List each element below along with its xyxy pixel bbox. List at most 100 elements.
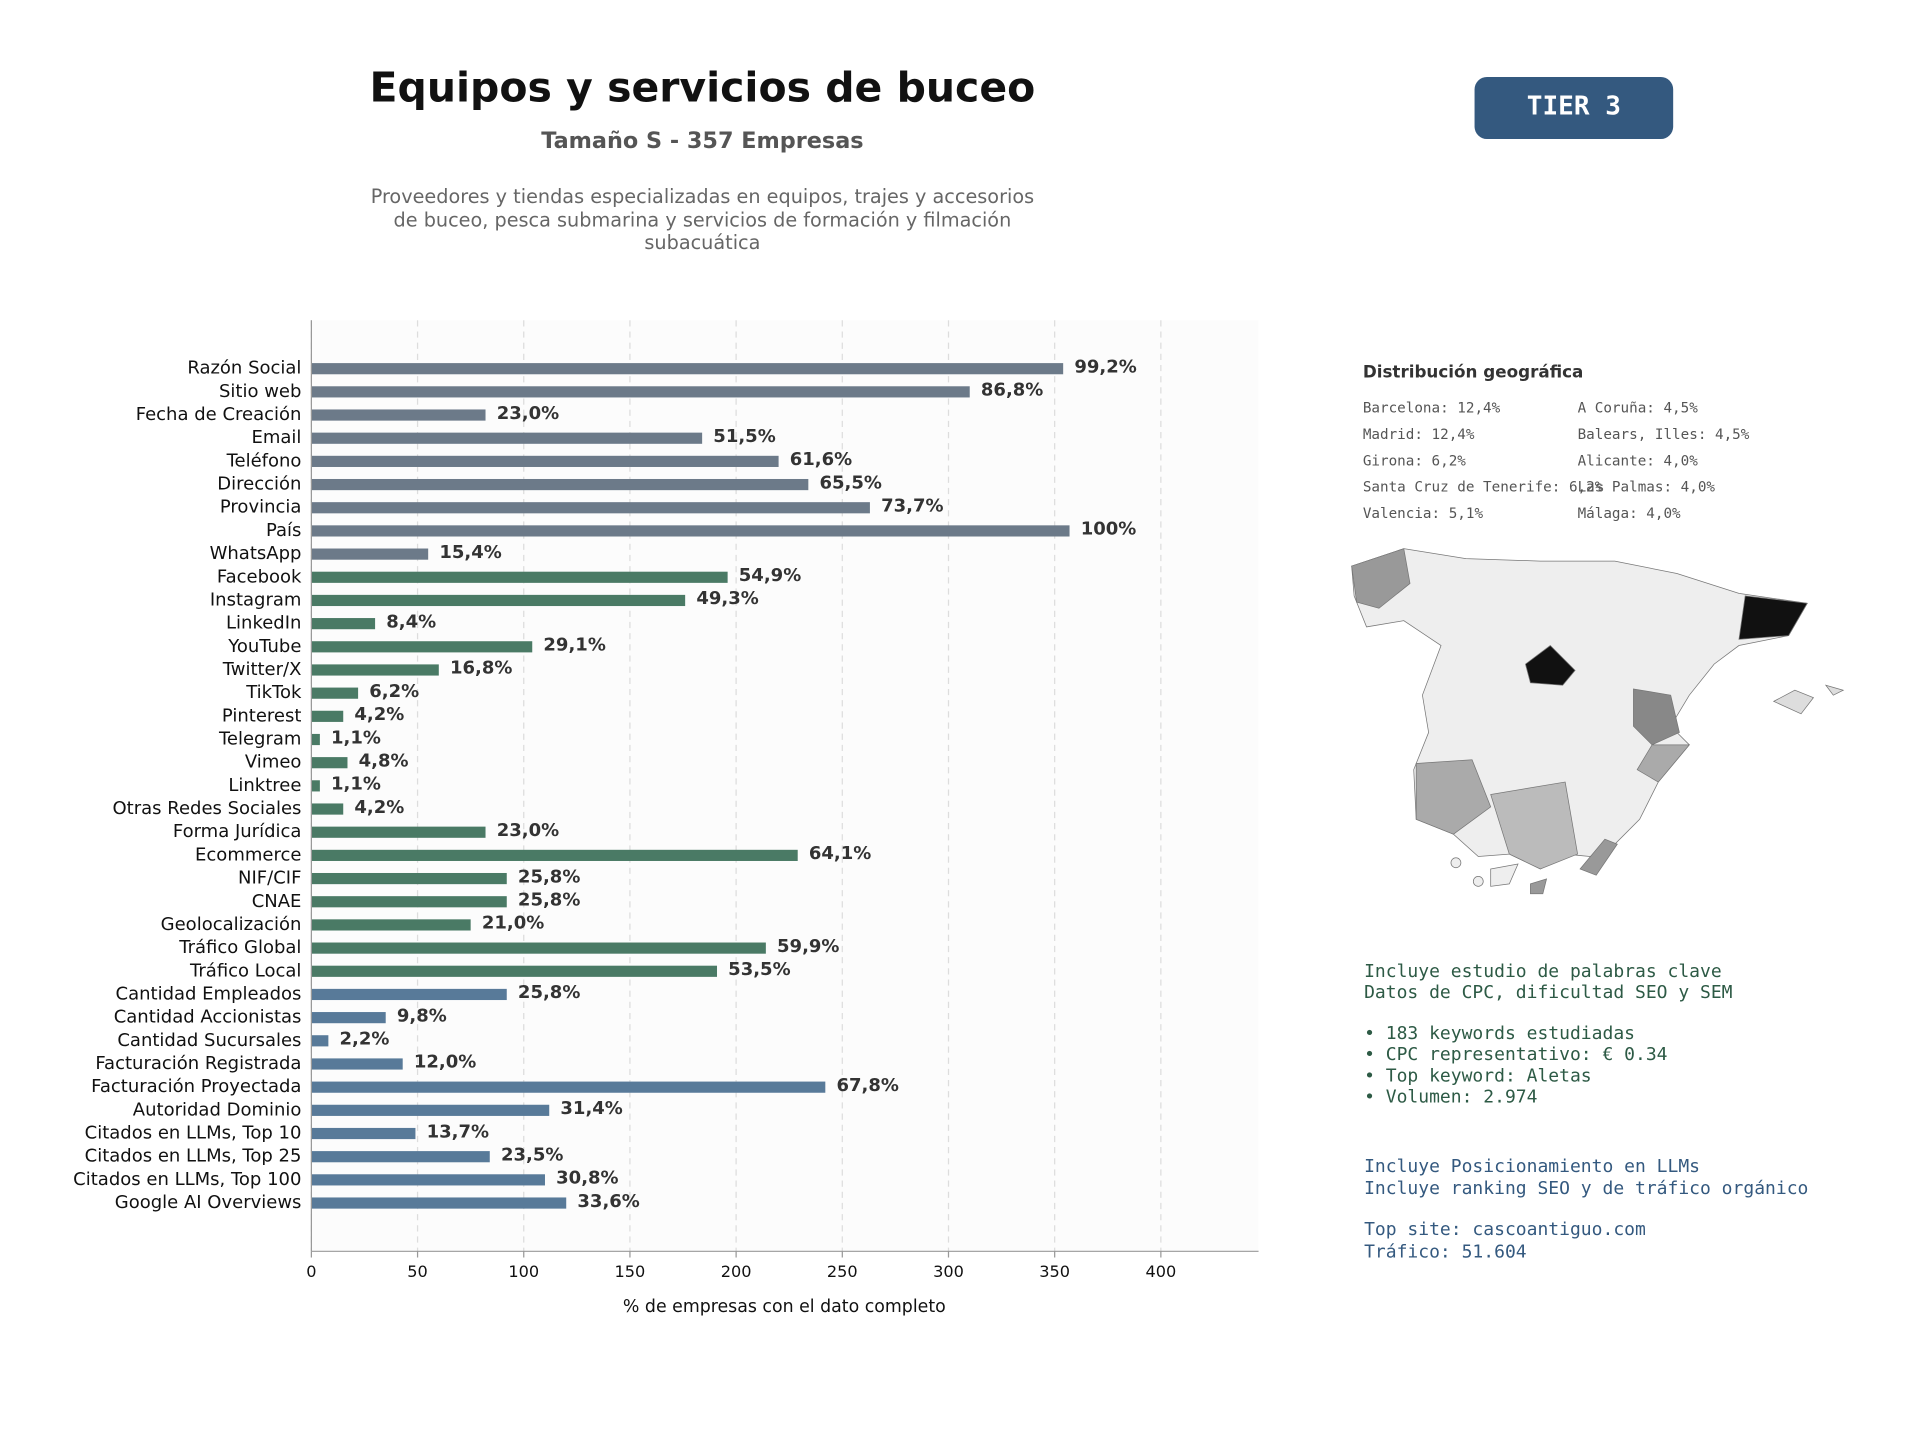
geo-item: Alicante: 4,0% xyxy=(1578,453,1699,469)
y-tick-label: País xyxy=(266,520,301,541)
bar xyxy=(311,363,1064,375)
map xyxy=(1351,548,1845,895)
bar xyxy=(311,942,766,954)
value-label: 29,1% xyxy=(543,635,605,656)
y-tick-label: Google AI Overviews xyxy=(115,1192,302,1213)
x-tick-label: 0 xyxy=(306,1262,316,1281)
y-tick-label: Citados en LLMs, Top 10 xyxy=(85,1123,302,1144)
value-label: 2,2% xyxy=(340,1029,390,1050)
bar xyxy=(311,780,320,792)
keywords-bullet: • Volumen: 2.974 xyxy=(1364,1086,1537,1107)
bar xyxy=(311,849,798,861)
llm-line: Incluye ranking SEO y de tráfico orgánic… xyxy=(1364,1178,1808,1199)
x-tick-label: 300 xyxy=(933,1262,964,1281)
y-tick-label: Sitio web xyxy=(219,381,301,402)
llm-line: Incluye Posicionamiento en LLMs xyxy=(1364,1156,1700,1177)
bar xyxy=(311,409,486,421)
value-label: 25,8% xyxy=(518,890,580,911)
value-label: 100% xyxy=(1081,519,1137,540)
value-label: 51,5% xyxy=(713,426,775,447)
bar xyxy=(311,757,348,769)
map-region xyxy=(1490,781,1579,870)
value-label: 21,0% xyxy=(482,913,544,934)
value-label: 23,0% xyxy=(497,403,559,424)
y-tick-label: YouTube xyxy=(227,636,301,657)
map-islands xyxy=(1824,684,1845,696)
x-tick-label: 200 xyxy=(721,1262,752,1281)
y-tick-label: Cantidad Accionistas xyxy=(114,1007,302,1028)
map-islands xyxy=(1579,838,1618,876)
map-region xyxy=(1351,548,1411,609)
value-label: 73,7% xyxy=(881,496,943,517)
bar xyxy=(311,1012,386,1024)
plot-area xyxy=(311,320,1259,1252)
value-label: 9,8% xyxy=(397,1005,447,1026)
bar xyxy=(311,455,779,467)
bar xyxy=(311,733,320,746)
value-label: 33,6% xyxy=(577,1191,639,1212)
map-region xyxy=(1738,595,1808,640)
keywords-line: Incluye estudio de palabras clave xyxy=(1364,961,1722,982)
bar xyxy=(311,803,344,815)
x-tick-label: 150 xyxy=(615,1262,646,1281)
value-label: 53,5% xyxy=(728,959,790,980)
y-tick-label: Cantidad Empleados xyxy=(116,983,302,1004)
x-axis-title: % de empresas con el dato completo xyxy=(623,1297,946,1317)
bar xyxy=(311,710,344,722)
y-tick-label: Geolocalización xyxy=(161,914,302,935)
value-label: 31,4% xyxy=(560,1098,622,1119)
keywords-bullet: • 183 keywords estudiadas xyxy=(1364,1023,1635,1044)
x-tick-label: 250 xyxy=(827,1262,858,1281)
bar xyxy=(311,965,718,977)
value-label: 1,1% xyxy=(331,774,381,795)
value-label: 61,6% xyxy=(790,449,852,470)
y-tick-label: TikTok xyxy=(245,682,302,703)
map-region xyxy=(1633,688,1680,746)
value-label: 30,8% xyxy=(556,1168,618,1189)
y-tick-label: Otras Redes Sociales xyxy=(112,798,301,819)
bar xyxy=(311,571,728,583)
y-tick-label: Vimeo xyxy=(245,752,302,773)
value-label: 25,8% xyxy=(518,982,580,1003)
map-islands xyxy=(1772,689,1815,715)
value-label: 23,0% xyxy=(497,820,559,841)
y-tick-label: Email xyxy=(251,427,301,448)
value-label: 15,4% xyxy=(439,542,501,563)
value-label: 25,8% xyxy=(518,866,580,887)
description: de buceo, pesca submarina y servicios de… xyxy=(394,208,1012,231)
y-tick-label: Citados en LLMs, Top 25 xyxy=(85,1146,302,1167)
description: subacuática xyxy=(644,231,760,254)
bar xyxy=(311,919,471,931)
value-label: 59,9% xyxy=(777,936,839,957)
y-tick-label: Citados en LLMs, Top 100 xyxy=(73,1169,301,1190)
bar xyxy=(311,1104,550,1116)
bar xyxy=(311,1151,490,1163)
value-label: 16,8% xyxy=(450,658,512,679)
y-tick-label: Provincia xyxy=(220,497,302,518)
y-tick-label: Teléfono xyxy=(226,450,302,471)
map-region xyxy=(1525,645,1576,686)
value-label: 64,1% xyxy=(809,843,871,864)
y-tick-label: Fecha de Creación xyxy=(136,404,302,425)
y-tick-label: Tráfico Local xyxy=(189,960,301,981)
value-label: 1,1% xyxy=(331,727,381,748)
bar xyxy=(311,641,533,653)
geo-item: Girona: 6,2% xyxy=(1363,453,1466,469)
geo-item: Barcelona: 12,4% xyxy=(1363,400,1501,416)
y-tick-label: Linktree xyxy=(228,775,301,796)
value-label: 12,0% xyxy=(414,1052,476,1073)
x-tick-label: 400 xyxy=(1145,1262,1176,1281)
y-tick-label: NIF/CIF xyxy=(238,868,301,889)
bar xyxy=(311,548,429,560)
description: Proveedores y tiendas especializadas en … xyxy=(371,185,1034,208)
y-tick-label: Razón Social xyxy=(187,358,301,379)
bar xyxy=(311,594,686,607)
value-label: 4,2% xyxy=(354,797,404,818)
y-tick-label: WhatsApp xyxy=(210,543,302,564)
y-tick-label: Tráfico Global xyxy=(178,937,301,958)
y-tick-label: Forma Jurídica xyxy=(173,821,302,842)
chart-title: Equipos y servicios de buceo xyxy=(370,64,1036,112)
y-tick-label: Pinterest xyxy=(222,705,302,726)
x-tick-label: 350 xyxy=(1039,1262,1070,1281)
value-label: 49,3% xyxy=(696,588,758,609)
